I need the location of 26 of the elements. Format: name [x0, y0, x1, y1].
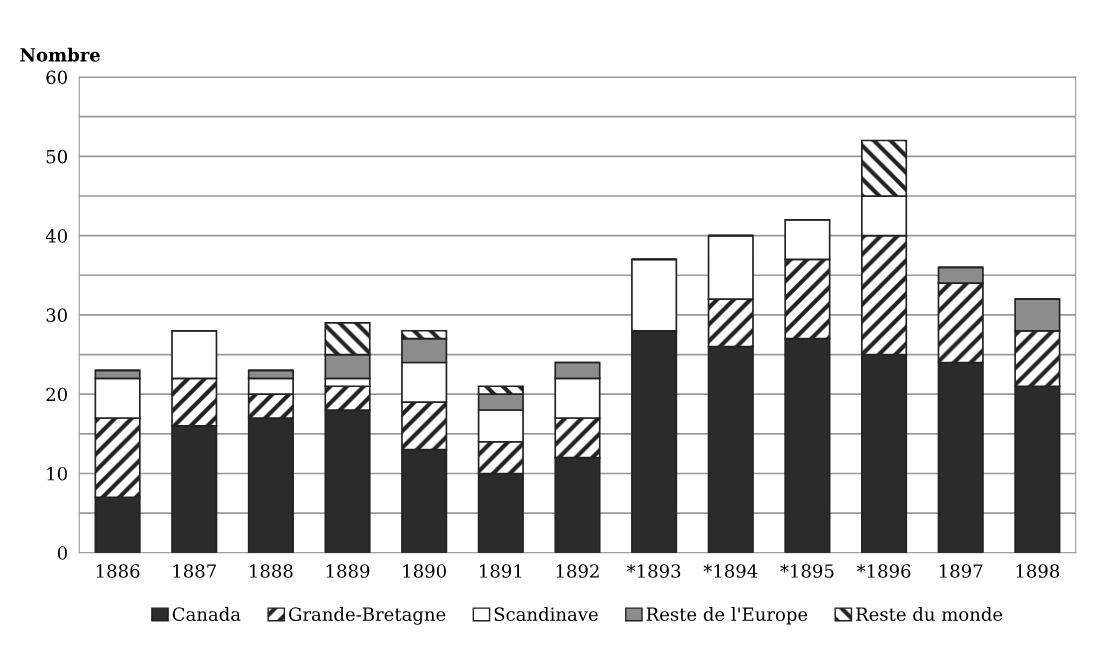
legend-label: Grande-Bretagne: [288, 607, 446, 625]
y-tick-label: 0: [57, 546, 67, 560]
x-tick-label: 1890: [403, 564, 446, 578]
legend-label: Reste du monde: [856, 607, 1003, 622]
x-tick-label: 1889: [326, 564, 370, 578]
x-tick-label: 1891: [480, 564, 522, 578]
x-tick-label: 1892: [556, 564, 599, 578]
y-tick-label: 10: [47, 466, 67, 481]
legend-label: Canada: [172, 607, 241, 622]
x-tick-label: 1897: [939, 564, 983, 578]
y-tick-label: 20: [46, 387, 67, 402]
x-tick-label: *1894: [703, 564, 758, 578]
legend-label: Reste de l'Europe: [646, 607, 808, 625]
x-tick-label: 1898: [1016, 564, 1060, 578]
x-tick-label: *1895: [780, 564, 834, 578]
y-tick-label: 30: [46, 308, 67, 323]
x-tick-label: 1887: [173, 564, 216, 578]
y-axis-title: Nombre: [20, 47, 100, 62]
y-tick-label: 40: [45, 229, 67, 243]
y-tick-label: 50: [46, 149, 67, 164]
x-tick-label: 1888: [250, 564, 293, 578]
x-tick-label: 1886: [96, 564, 140, 578]
y-tick-label: 60: [46, 70, 67, 85]
x-tick-label: *1896: [856, 564, 911, 578]
legend-label: Scandinave: [494, 607, 598, 622]
x-tick-label: *1893: [626, 564, 681, 578]
